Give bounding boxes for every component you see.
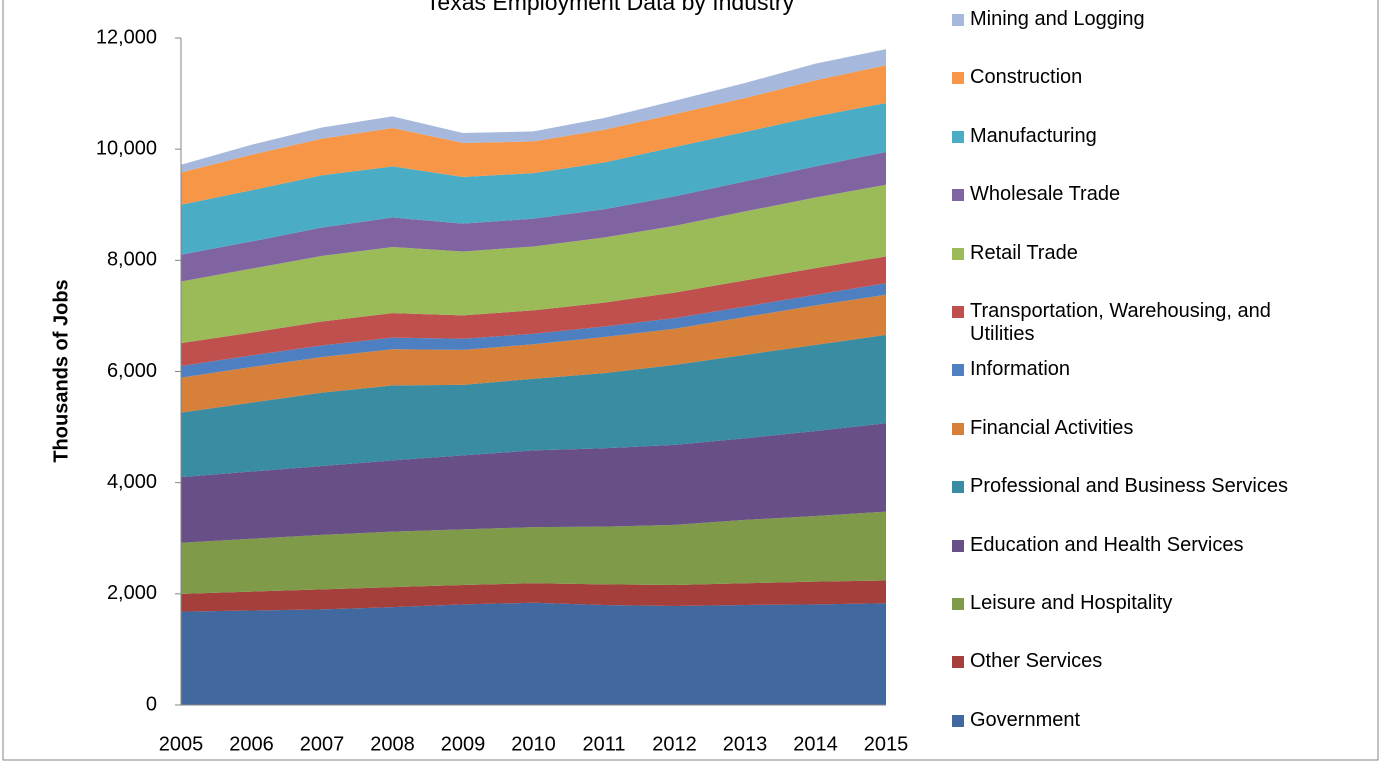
x-tick-label: 2015 [864,733,909,755]
x-tick-label: 2008 [370,733,415,755]
legend-item: Wholesale Trade [948,183,1328,206]
x-tick-label: 2010 [511,733,556,755]
y-tick-label: 8,000 [107,249,157,271]
legend-label: Education and Health Services [970,533,1244,556]
x-tick-label: 2006 [229,733,274,755]
area [181,602,886,705]
area [181,423,886,543]
x-tick-label: 2011 [582,733,625,755]
legend-label: Other Services [970,650,1103,673]
legend-swatch [952,364,964,377]
legend-label: Transportation, Warehousing, and Utiliti… [970,300,1271,345]
x-tick-label: 2014 [793,733,838,755]
legend-item: Transportation, Warehousing, and Utiliti… [948,300,1328,346]
area [181,334,886,478]
legend-label: Manufacturing [970,124,1097,147]
legend-item: Government [948,709,1328,732]
legend-swatch [952,656,964,669]
y-tick-label: 0 [146,693,157,715]
y-tick-label: 6,000 [107,360,157,382]
legend-label: Government [970,708,1081,731]
area [181,511,886,594]
legend-item: Mining and Logging [948,8,1328,31]
legend-item: Manufacturing [948,125,1328,148]
legend-item: Information [948,358,1328,381]
x-tick-label: 2005 [159,733,204,755]
x-tick-label: 2012 [652,733,697,755]
y-tick-label: 12,000 [96,26,157,48]
legend-swatch [952,72,964,85]
area [181,151,886,282]
x-tick-label: 2013 [723,733,768,755]
legend-swatch [952,539,964,552]
legend-swatch [952,14,964,26]
y-tick-label: 2,000 [107,582,157,604]
x-tick-label: 2007 [300,733,345,755]
legend-item: Leisure and Hospitality [948,592,1328,615]
legend-label: Leisure and Hospitality [970,592,1173,614]
area [181,256,886,366]
legend-swatch [952,481,964,494]
y-tick-label: 10,000 [96,137,157,159]
x-tick-label: 2009 [441,733,486,755]
area [181,65,886,205]
legend-item: Construction [948,66,1328,89]
legend-label: Retail Trade [970,241,1078,264]
legend-label: Construction [970,66,1083,89]
area [181,580,886,612]
legend-item: Retail Trade [948,242,1328,265]
legend-label: Information [970,358,1071,381]
legend-label: Wholesale Trade [970,183,1121,206]
area [181,103,886,255]
legend-label: Mining and Logging [970,8,1145,30]
legend-swatch [952,247,964,260]
legend-swatch [952,189,964,202]
legend-item: Professional and Business Services [948,475,1328,498]
area [181,294,886,413]
legend-label: Professional and Business Services [970,475,1288,498]
legend-swatch [952,130,964,143]
legend-swatch [952,422,964,435]
y-axis-label: Thousands of Jobs [50,279,72,462]
legend-label: Financial Activities [970,416,1134,439]
legend-swatch [952,714,964,727]
legend-swatch [952,598,964,610]
legend-item: Financial Activities [948,417,1328,440]
legend-item: Education and Health Services [948,534,1328,557]
legend-swatch [952,306,964,318]
chart-title: Texas Employment Data by Industry [426,0,795,15]
legend-item: Other Services [948,650,1328,673]
area [181,184,886,344]
y-tick-label: 4,000 [107,471,157,493]
